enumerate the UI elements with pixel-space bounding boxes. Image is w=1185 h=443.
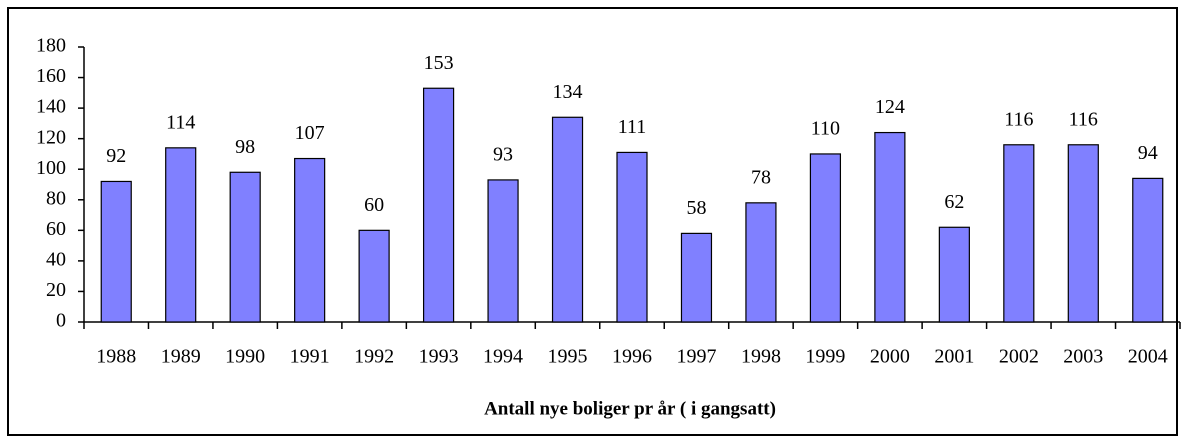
x-tick-label: 1990 xyxy=(225,346,265,368)
bar xyxy=(1132,177,1164,323)
data-label: 62 xyxy=(944,191,964,213)
x-tick-label: 2003 xyxy=(1063,346,1103,368)
bar xyxy=(874,131,906,323)
bar xyxy=(680,232,713,323)
y-tick-label: 180 xyxy=(36,35,66,57)
x-axis-title: Antall nye boliger pr år ( i gangsatt) xyxy=(484,398,776,419)
x-tick-label: 2000 xyxy=(870,346,910,368)
bar xyxy=(294,157,326,323)
bar xyxy=(551,116,584,323)
y-tick-label: 100 xyxy=(36,157,66,179)
data-label: 93 xyxy=(493,144,513,166)
bar xyxy=(745,202,777,323)
x-tick-label: 1989 xyxy=(161,346,201,368)
bar xyxy=(358,229,390,323)
x-tick-label: 2002 xyxy=(999,346,1039,368)
bar xyxy=(1067,144,1099,323)
y-tick-label: 20 xyxy=(46,279,66,301)
bar xyxy=(487,179,519,323)
y-tick-label: 120 xyxy=(36,126,66,148)
bar xyxy=(100,180,132,323)
bar xyxy=(616,151,648,323)
data-label: 134 xyxy=(553,81,583,103)
x-tick-label: 1992 xyxy=(354,346,394,368)
data-label: 92 xyxy=(106,145,126,167)
y-tick-label: 160 xyxy=(36,65,66,87)
y-tick-label: 60 xyxy=(46,218,66,240)
bar xyxy=(1003,144,1035,323)
bar xyxy=(422,87,455,323)
data-label: 111 xyxy=(618,116,647,138)
x-tick-label: 2004 xyxy=(1128,346,1168,368)
bar xyxy=(165,147,197,323)
y-tick-label: 140 xyxy=(36,96,66,118)
data-label: 60 xyxy=(364,194,384,216)
x-tick-label: 1999 xyxy=(805,346,845,368)
data-label: 94 xyxy=(1138,142,1158,164)
x-tick-label: 1997 xyxy=(676,346,716,368)
bar xyxy=(938,226,970,323)
data-label: 153 xyxy=(424,52,454,74)
data-label: 124 xyxy=(875,96,905,118)
y-tick-label: 80 xyxy=(46,187,66,209)
x-tick-label: 1988 xyxy=(96,346,136,368)
x-tick-label: 1995 xyxy=(548,346,588,368)
x-tick-label: 1998 xyxy=(741,346,781,368)
y-tick-label: 40 xyxy=(46,248,66,270)
data-label: 110 xyxy=(811,118,840,140)
y-tick-label: 0 xyxy=(56,310,66,332)
data-label: 107 xyxy=(295,122,325,144)
chart-frame xyxy=(7,7,1178,436)
bar xyxy=(229,171,261,323)
data-label: 116 xyxy=(1069,108,1098,130)
data-label: 116 xyxy=(1004,108,1033,130)
data-label: 114 xyxy=(166,111,195,133)
data-label: 98 xyxy=(235,136,255,158)
data-label: 78 xyxy=(751,166,771,188)
x-tick-label: 2001 xyxy=(934,346,974,368)
x-tick-label: 1996 xyxy=(612,346,652,368)
x-tick-label: 1993 xyxy=(419,346,459,368)
bar xyxy=(809,153,842,323)
x-tick-label: 1994 xyxy=(483,346,523,368)
data-label: 58 xyxy=(686,197,706,219)
x-tick-label: 1991 xyxy=(290,346,330,368)
